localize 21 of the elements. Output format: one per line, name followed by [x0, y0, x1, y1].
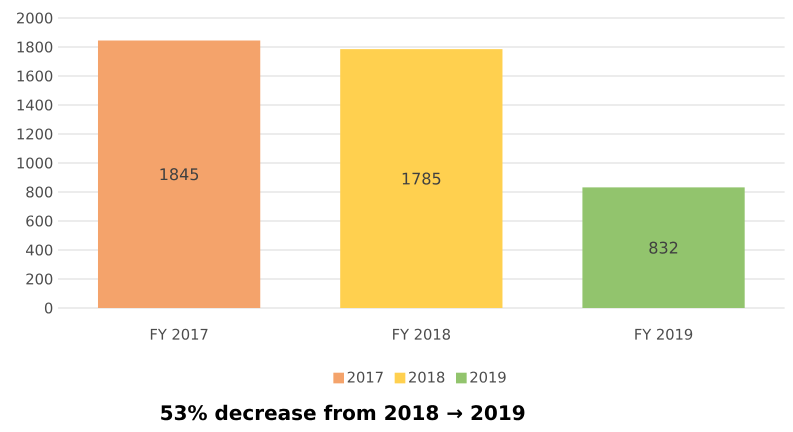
y-tick-label: 2000: [17, 12, 52, 24]
legend-label: 2019: [470, 372, 506, 383]
text: 53% decrease from 2018 → 2019: [161, 404, 524, 420]
y-tick-label: 400: [26, 244, 52, 256]
x-tick-label: FY 2018: [393, 328, 450, 340]
y-tick-label: 1200: [18, 128, 52, 140]
data-label: 1785: [402, 172, 440, 185]
y-tick-label: 600: [26, 215, 52, 227]
x-tick-label: FY 2019: [635, 328, 692, 340]
legend-label: 2017: [348, 372, 383, 383]
y-tick-label: 1600: [18, 70, 52, 82]
y-tick-label: 0: [44, 302, 52, 314]
y-tick-label: 1800: [18, 41, 52, 53]
data-label: 1845: [160, 168, 198, 180]
y-tick-label: 200: [26, 273, 52, 285]
y-tick-label: 1400: [18, 99, 52, 111]
y-tick-label: 800: [26, 186, 52, 198]
legend-label: 2018: [409, 372, 444, 383]
y-tick-label: 1000: [18, 157, 52, 169]
data-label: 832: [649, 242, 678, 254]
x-tick-label: FY 2017: [150, 328, 208, 340]
